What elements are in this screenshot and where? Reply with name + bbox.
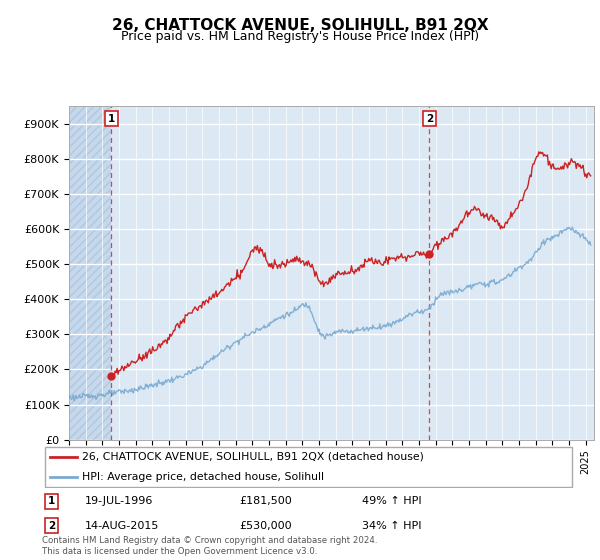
Text: 34% ↑ HPI: 34% ↑ HPI — [362, 521, 422, 531]
Text: 1: 1 — [48, 497, 55, 506]
Text: 19-JUL-1996: 19-JUL-1996 — [85, 497, 153, 506]
Text: £530,000: £530,000 — [239, 521, 292, 531]
Text: £181,500: £181,500 — [239, 497, 292, 506]
Text: HPI: Average price, detached house, Solihull: HPI: Average price, detached house, Soli… — [82, 472, 324, 482]
Text: 49% ↑ HPI: 49% ↑ HPI — [362, 497, 422, 506]
Text: 2: 2 — [426, 114, 433, 124]
Text: Price paid vs. HM Land Registry's House Price Index (HPI): Price paid vs. HM Land Registry's House … — [121, 30, 479, 44]
Text: Contains HM Land Registry data © Crown copyright and database right 2024.
This d: Contains HM Land Registry data © Crown c… — [42, 536, 377, 556]
Text: 2: 2 — [48, 521, 55, 531]
FancyBboxPatch shape — [44, 447, 572, 487]
Text: 26, CHATTOCK AVENUE, SOLIHULL, B91 2QX (detached house): 26, CHATTOCK AVENUE, SOLIHULL, B91 2QX (… — [82, 452, 424, 462]
Text: 14-AUG-2015: 14-AUG-2015 — [85, 521, 159, 531]
Text: 1: 1 — [108, 114, 115, 124]
Text: 26, CHATTOCK AVENUE, SOLIHULL, B91 2QX: 26, CHATTOCK AVENUE, SOLIHULL, B91 2QX — [112, 18, 488, 32]
